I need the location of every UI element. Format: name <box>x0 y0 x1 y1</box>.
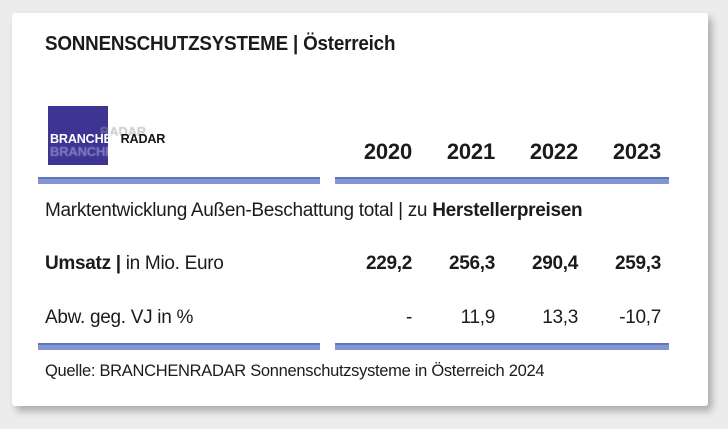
logo-ghost-text: RADAR <box>100 124 146 139</box>
table-row-abweichung: Abw. geg. VJ in % - 11,9 13,3 -10,7 <box>45 306 661 330</box>
value-2021: 256,3 <box>448 253 495 274</box>
logo-text-branchen: BRANCHEN <box>50 131 121 146</box>
page-title: SONNENSCHUTZSYSTEME | Österreich <box>45 33 396 55</box>
row-label-rest: Abw. geg. VJ in % <box>45 307 194 328</box>
divider-bar <box>38 177 320 184</box>
value-2020: - <box>405 307 412 328</box>
value-2020: 229,2 <box>365 253 412 274</box>
value-2023: 259,3 <box>614 253 661 274</box>
divider-bar <box>335 343 669 350</box>
value-2021: 11,9 <box>460 307 496 328</box>
value-2022: 13,3 <box>542 307 578 328</box>
year-header-2022: 2022 <box>529 139 578 164</box>
report-card: SONNENSCHUTZSYSTEME | Österreich RADAR B… <box>12 13 708 406</box>
year-header-2020: 2020 <box>363 139 412 164</box>
logo-text-radar: RADAR <box>120 131 166 146</box>
row-label: Umsatz | in Mio. Euro <box>45 252 329 276</box>
section-label-bold: Herstellerpreisen <box>432 200 583 221</box>
section-label-row: Marktentwicklung Außen-Beschattung total… <box>45 199 661 223</box>
year-header-2021: 2021 <box>446 139 495 164</box>
row-label-rest: in Mio. Euro <box>120 253 224 274</box>
branchenradar-logo-square <box>48 106 108 165</box>
section-label-regular: Marktentwicklung Außen-Beschattung total… <box>45 200 433 221</box>
value-2023: -10,7 <box>619 307 661 328</box>
divider-bar <box>38 343 320 350</box>
year-header-2023: 2023 <box>612 139 661 164</box>
year-header-row: 2020 2021 2022 2023 <box>45 140 661 164</box>
logo-ghost-text: BRANCHEN <box>50 144 123 159</box>
row-label-bold: Umsatz | <box>45 253 121 274</box>
table-row-umsatz: Umsatz | in Mio. Euro 229,2 256,3 290,4 … <box>45 252 661 276</box>
branchenradar-logo: BRANCHENRADAR <box>50 131 165 146</box>
row-label: Abw. geg. VJ in % <box>45 306 329 330</box>
value-2022: 290,4 <box>531 253 578 274</box>
divider-bar <box>335 177 669 184</box>
section-label: Marktentwicklung Außen-Beschattung total… <box>45 199 661 223</box>
source-note: Quelle: BRANCHENRADAR Sonnenschutzsystem… <box>45 362 545 380</box>
